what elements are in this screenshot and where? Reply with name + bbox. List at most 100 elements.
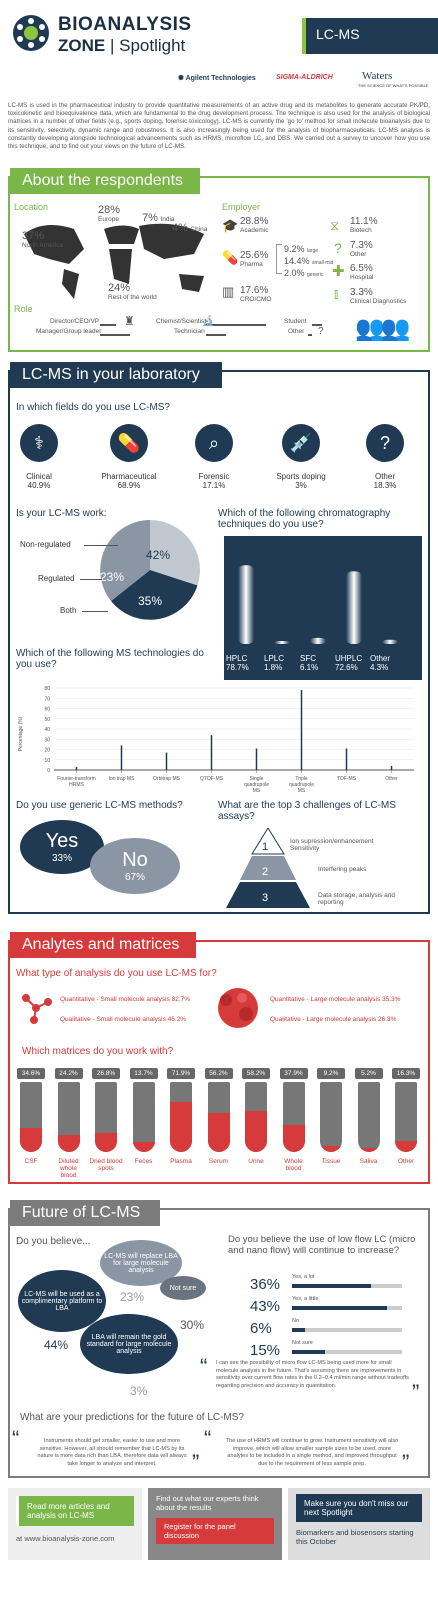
- work-pie-chart: [100, 520, 200, 620]
- matrix-vial-fill: [357, 1148, 380, 1152]
- pie-slice-regulated: [100, 520, 150, 601]
- experts-text: Find out what our experts think about th…: [156, 1494, 259, 1512]
- flow-pct: 6%: [250, 1320, 272, 1337]
- role-bar-technician: [206, 334, 226, 336]
- challenges-pyramid: [226, 828, 310, 908]
- test-tube-icon: ⫾: [334, 286, 339, 301]
- challenge-rank-2: 2: [262, 866, 269, 878]
- pharma-split: 9.2% large 14.4% small-mid 2.0% generic: [284, 244, 334, 278]
- matrix-vial-fill: [320, 1145, 342, 1152]
- belief-replace-pct: 23%: [120, 1290, 145, 1304]
- open-quote-icon-2: “: [12, 1426, 20, 1451]
- analytes-title: Analytes and matrices: [10, 932, 196, 958]
- ms-xlabel: MS: [298, 788, 306, 794]
- matrix-label: Serum: [208, 1158, 229, 1165]
- pie-leader-1: [84, 545, 118, 546]
- prediction-quote-1: Instruments should get smaller, easier t…: [37, 1438, 187, 1467]
- role-student: Student: [284, 318, 307, 325]
- role-chemist: Chemist/Scientist: [156, 318, 207, 325]
- pie-pct-both: 35%: [138, 594, 163, 608]
- prediction-quote-2: The use of HRMS will continue to grow. I…: [225, 1438, 399, 1467]
- large-quant: Quantitative - Large molecule analysis 3…: [270, 996, 401, 1003]
- molecule-icon: [22, 994, 52, 1024]
- ms-ytick: 10: [44, 758, 50, 764]
- flow-label: Yes, a lot: [292, 1274, 315, 1280]
- sigma-logo: SIGMA-ALDRICH: [276, 74, 333, 81]
- matrix-vial: [245, 1082, 267, 1152]
- flow-pct: 43%: [250, 1298, 281, 1315]
- bioanalysis-zone-logo: [13, 15, 49, 51]
- small-qual: Qualitative - Small molecule analysis 46…: [60, 1016, 187, 1023]
- role-other: Other: [288, 328, 305, 335]
- matrix-vial: [170, 1082, 192, 1152]
- matrix-vial: [357, 1082, 380, 1152]
- future-section: [8, 1208, 430, 1478]
- matrix-vial-fill: [132, 1142, 155, 1152]
- chrom-other: Other 4.3%: [370, 654, 391, 672]
- matrix-vial-fill: [57, 1135, 80, 1152]
- syringe-icon: 💉: [282, 424, 320, 462]
- footer-next: Make sure you don't miss our next Spotli…: [288, 1488, 430, 1560]
- flow-bar-fill: [292, 1328, 306, 1332]
- flow-bar-fill: [292, 1350, 325, 1354]
- emp-academic: 28.8% Academic: [240, 216, 269, 234]
- pie-label-both: Both: [60, 606, 77, 615]
- belief-gold-bubble: LBA will remain the gold standard for la…: [80, 1314, 178, 1374]
- ms-xlabel: Triple: [295, 776, 308, 782]
- read-more-link[interactable]: Read more articles and analysis on LC-MS: [16, 1496, 134, 1526]
- matrix-label: Whole blood: [284, 1158, 303, 1172]
- belief-complement-bubble: LC-MS will be used as a complimentary pl…: [18, 1270, 106, 1332]
- ms-bar: [345, 748, 348, 770]
- register-button[interactable]: Register for the panel discussion: [156, 1518, 274, 1544]
- role-bar-student: [312, 324, 322, 326]
- pie-label-regulated: Regulated: [38, 574, 75, 583]
- matrix-pct-badge: 5.2%: [354, 1068, 383, 1079]
- flow-bar-track: [292, 1328, 402, 1332]
- respondents-section: [8, 176, 430, 352]
- ms-ytick: 70: [44, 696, 50, 702]
- footer-read-more[interactable]: Read more articles and analysis on LC-MS…: [8, 1488, 142, 1560]
- emp-pharma: 25.6% Pharma: [240, 250, 269, 268]
- matrix-pct-badge: 24.2%: [54, 1068, 83, 1079]
- ms-ytick: 40: [44, 727, 50, 733]
- role-technician: Technician: [174, 328, 205, 335]
- pie-pct-nonregulated: 42%: [146, 548, 171, 562]
- role-bar-other: [308, 334, 312, 336]
- role-label: Role: [14, 304, 33, 314]
- intro-text: LC-MS is used in the pharmaceutical indu…: [8, 102, 430, 151]
- ms-xlabel: Orbitrap MS: [153, 776, 181, 782]
- challenge-rank-1: 1: [262, 841, 269, 853]
- ms-xlabel: TOF-MS: [337, 776, 357, 782]
- ms-xlabel: Single: [250, 776, 264, 782]
- matrix-label: Saliva: [359, 1158, 378, 1165]
- chrom-bar-other: [382, 639, 398, 644]
- matrix-label: Urine: [248, 1158, 264, 1165]
- chrom-bar-uhplc: [346, 571, 362, 644]
- pie-leader-3: [82, 611, 108, 612]
- matrix-label: Plasma: [170, 1158, 192, 1165]
- matrix-pct-badge: 9.2%: [317, 1068, 345, 1079]
- matrix-label: CSF: [24, 1158, 38, 1165]
- flow-bar-fill: [292, 1306, 387, 1310]
- matrix-pct-badge: 26.8%: [92, 1068, 120, 1079]
- loc-na: 37% North America: [22, 230, 64, 249]
- matrix-pct-badge: 71.9%: [167, 1068, 195, 1079]
- matrix-vial-fill: [207, 1112, 230, 1152]
- website-link[interactable]: at www.bioanalysis-zone.com: [16, 1534, 115, 1543]
- challenge-3: Data storage, analysis and reporting: [318, 892, 395, 906]
- loc-in: 7% India: [142, 212, 175, 224]
- field-other: Other 18.3%: [373, 472, 397, 490]
- ms-ytick: 80: [44, 686, 50, 692]
- pill-icon: 💊: [222, 250, 239, 265]
- cross-icon: ✚: [332, 263, 345, 280]
- next-spotlight-text[interactable]: Make sure you don't miss our next Spotli…: [296, 1494, 422, 1522]
- chrom-sfc: SFC 6.1%: [300, 654, 319, 672]
- agilent-logo: ✺ Agilent Technologies: [178, 75, 256, 82]
- matrix-label: Other: [397, 1158, 415, 1165]
- flow-pct: 15%: [250, 1342, 281, 1359]
- chrom-chart: [238, 565, 398, 644]
- ms-xlabel: quadrupole: [244, 782, 269, 788]
- field-clinical: Clinical 40.9%: [26, 472, 52, 490]
- ms-xlabel: HRMS: [69, 782, 84, 788]
- challenge-2: Interfering peaks: [318, 866, 367, 873]
